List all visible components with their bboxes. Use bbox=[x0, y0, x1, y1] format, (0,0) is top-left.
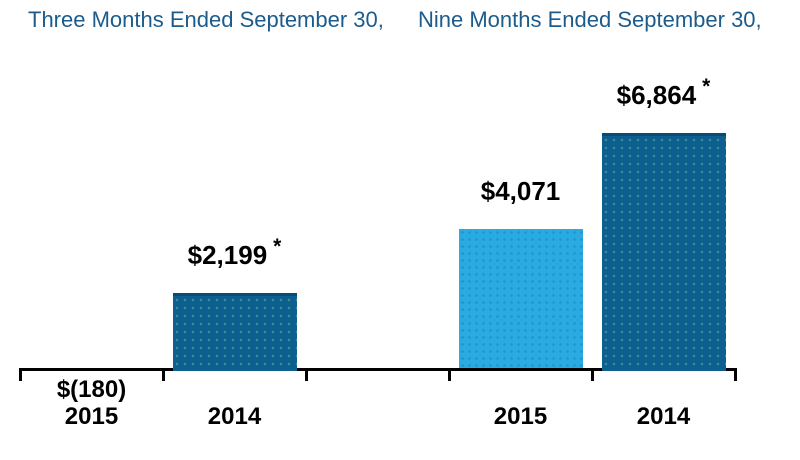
category-label: 2014 bbox=[207, 403, 262, 430]
value-text: $2,199 bbox=[187, 239, 268, 270]
axis-tick bbox=[162, 368, 165, 381]
category-label: 2014 bbox=[636, 403, 691, 430]
axis-tick bbox=[305, 368, 308, 381]
bar bbox=[601, 132, 726, 371]
value-label: $2,199 * bbox=[125, 235, 345, 272]
value-text: $4,071 bbox=[480, 175, 561, 206]
footnote-asterisk: * bbox=[273, 234, 282, 258]
footnote-asterisk: * bbox=[702, 74, 711, 98]
x-axis-line bbox=[20, 368, 735, 371]
value-label: $4,071 bbox=[411, 177, 631, 205]
axis-tick bbox=[734, 368, 737, 381]
axis-tick bbox=[19, 368, 22, 381]
axis-tick bbox=[448, 368, 451, 381]
bar bbox=[458, 228, 583, 368]
negative-value-label: $(180) bbox=[56, 376, 127, 403]
value-text: $6,864 bbox=[616, 79, 697, 110]
category-label: 2015 bbox=[493, 403, 548, 430]
chart-title-three-months: Three Months Ended September 30, bbox=[28, 7, 384, 32]
bar bbox=[172, 292, 297, 371]
value-label: $6,864 * bbox=[554, 75, 774, 112]
chart-title-nine-months: Nine Months Ended September 30, bbox=[418, 7, 762, 32]
axis-tick bbox=[591, 368, 594, 381]
category-label: 2015 bbox=[64, 403, 119, 430]
